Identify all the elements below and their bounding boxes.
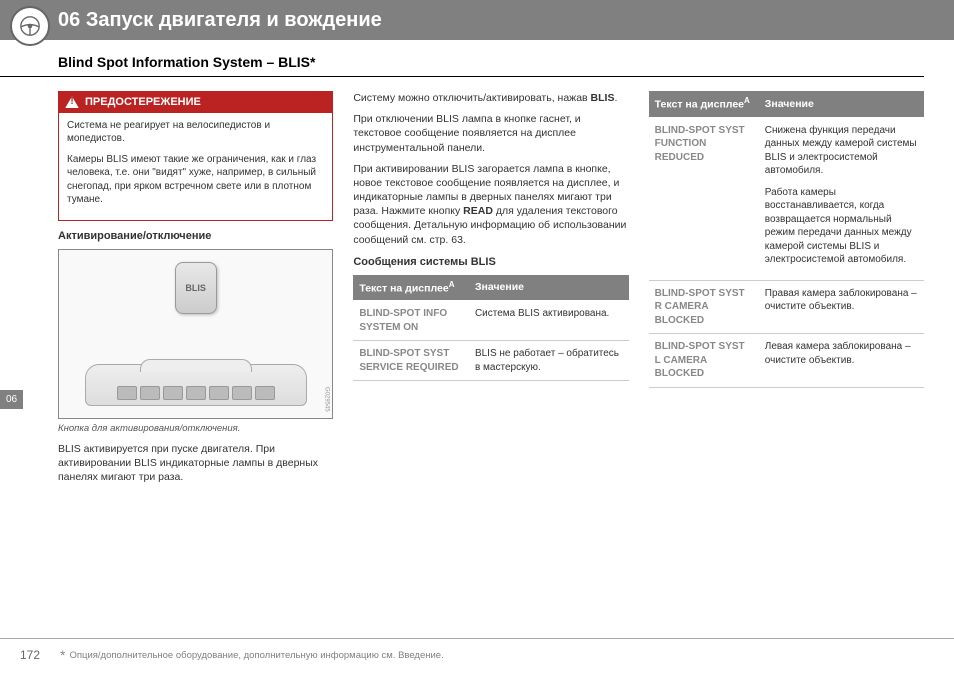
asterisk-icon: * [60, 647, 65, 663]
table-row: BLIND-SPOT SYST FUNCTION REDUCED Снижена… [649, 117, 924, 280]
msg-cell: BLIND-SPOT INFO SYSTEM ON [353, 301, 469, 341]
table-header-row: Текст на дисплееA Значение [649, 91, 924, 117]
meaning-cell: Система BLIS активирована. [469, 301, 629, 341]
table-row: BLIND-SPOT SYST L CAMERA BLOCKED Левая к… [649, 334, 924, 388]
content-columns: ! ПРЕДОСТЕРЕЖЕНИЕ Система не реагирует н… [0, 77, 954, 491]
button-panel-graphic [85, 364, 307, 406]
section-title-activation: Активирование/отключение [58, 229, 333, 244]
blis-button-graphic: BLIS [175, 262, 217, 314]
table-header-meaning: Значение [759, 91, 924, 117]
steering-wheel-icon [19, 15, 41, 37]
panel-btn [163, 386, 183, 400]
page-footer: 172 * Опция/дополнительное оборудование,… [0, 638, 954, 673]
warning-box: ! ПРЕДОСТЕРЕЖЕНИЕ Система не реагирует н… [58, 91, 333, 221]
illustration-blis-button: BLIS G029545 [58, 249, 333, 419]
table-header-text: Текст на дисплееA [649, 91, 759, 117]
panel-btn [117, 386, 137, 400]
messages-table-1: Текст на дисплееA Значение BLIND-SPOT IN… [353, 275, 628, 382]
chapter-number: 06 [58, 9, 80, 32]
column-1: ! ПРЕДОСТЕРЕЖЕНИЕ Система не реагирует н… [58, 91, 333, 491]
page-number: 172 [20, 648, 40, 662]
col2-paragraph-1: Систему можно отключить/активировать, на… [353, 91, 628, 105]
warning-triangle-icon: ! [65, 96, 79, 108]
section-title-messages: Сообщения системы BLIS [353, 255, 628, 270]
column-2: Систему можно отключить/активировать, на… [353, 91, 628, 491]
panel-btn [255, 386, 275, 400]
table-header-meaning: Значение [469, 275, 629, 301]
chapter-title: Запуск двигателя и вождение [86, 9, 382, 32]
panel-btn [209, 386, 229, 400]
meaning-cell: BLIS не работает – обратитесь в мастерск… [469, 341, 629, 381]
table-header-text: Текст на дисплееA [353, 275, 469, 301]
table-row: BLIND-SPOT INFO SYSTEM ON Система BLIS а… [353, 301, 628, 341]
chapter-header: 06 Запуск двигателя и вождение [0, 0, 954, 40]
table-row: BLIND-SPOT SYST R CAMERA BLOCKED Правая … [649, 280, 924, 334]
warning-header: ! ПРЕДОСТЕРЕЖЕНИЕ [59, 92, 332, 113]
col1-paragraph-1: BLIS активируется при пуске двигателя. П… [58, 442, 333, 485]
brand-logo [10, 6, 50, 46]
panel-btn [140, 386, 160, 400]
table-row: BLIND-SPOT SYST SERVICE REQUIRED BLIS не… [353, 341, 628, 381]
col2-paragraph-3: При активировании BLIS загорается лампа … [353, 162, 628, 247]
column-3: Текст на дисплееA Значение BLIND-SPOT SY… [649, 91, 924, 491]
image-code: G029545 [322, 387, 330, 412]
panel-btn [186, 386, 206, 400]
warning-text-1: Система не реагирует на велосипедистов и… [67, 119, 324, 146]
warning-body: Система не реагирует на велосипедистов и… [59, 113, 332, 220]
warning-text-2: Камеры BLIS имеют такие же ограничения, … [67, 153, 324, 207]
footer-note: Опция/дополнительное оборудование, допол… [69, 650, 443, 661]
illustration-caption: Кнопка для активирования/отключения. [58, 423, 333, 436]
msg-cell: BLIND-SPOT SYST L CAMERA BLOCKED [649, 334, 759, 388]
page-subtitle: Blind Spot Information System – BLIS* [0, 40, 924, 77]
col2-paragraph-2: При отключении BLIS лампа в кнопке гасне… [353, 112, 628, 155]
panel-btn [232, 386, 252, 400]
msg-cell: BLIND-SPOT SYST R CAMERA BLOCKED [649, 280, 759, 334]
meaning-cell: Правая камера заблокирована – очистите о… [759, 280, 924, 334]
side-tab: 06 [0, 390, 23, 409]
warning-label: ПРЕДОСТЕРЕЖЕНИЕ [85, 95, 201, 110]
meaning-cell: Снижена функция передачи данных между ка… [759, 117, 924, 280]
msg-cell: BLIND-SPOT SYST FUNCTION REDUCED [649, 117, 759, 280]
meaning-cell: Левая камера заблокирована – очистите об… [759, 334, 924, 388]
messages-table-2: Текст на дисплееA Значение BLIND-SPOT SY… [649, 91, 924, 388]
msg-cell: BLIND-SPOT SYST SERVICE REQUIRED [353, 341, 469, 381]
table-header-row: Текст на дисплееA Значение [353, 275, 628, 301]
